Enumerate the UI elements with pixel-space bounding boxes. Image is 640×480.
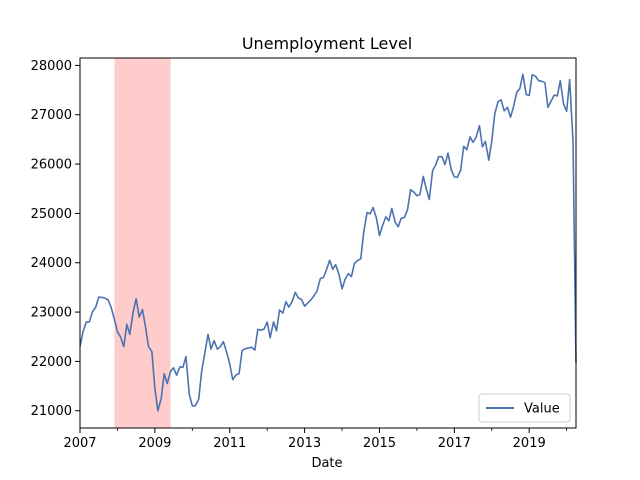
chart-title: Unemployment Level xyxy=(242,34,412,53)
y-tick-label-26000: 26000 xyxy=(31,158,72,173)
x-tick-label-2007: 2007 xyxy=(63,436,96,451)
x-axis: 2007 2009 2011 2013 2015 2017 2019 xyxy=(63,428,568,451)
x-tick-label-2013: 2013 xyxy=(288,436,321,451)
y-tick-label-22000: 22000 xyxy=(31,355,72,370)
y-tick-label-21000: 21000 xyxy=(31,404,72,419)
legend: Value xyxy=(478,393,571,423)
recession-shading-0 xyxy=(114,58,171,428)
y-tick-label-23000: 23000 xyxy=(31,306,72,321)
plot-frame xyxy=(79,57,577,429)
y-tick-label-25000: 25000 xyxy=(31,207,72,222)
y-tick-label-27000: 27000 xyxy=(31,108,72,123)
y-tick-label-24000: 24000 xyxy=(31,256,72,271)
legend-entry-value: Value xyxy=(524,402,560,417)
series-line-value xyxy=(79,73,577,412)
y-tick-label-28000: 28000 xyxy=(31,59,72,74)
x-tick-label-2011: 2011 xyxy=(213,436,246,451)
x-tick-label-2019: 2019 xyxy=(513,436,546,451)
x-tick-label-2017: 2017 xyxy=(438,436,471,451)
legend-box xyxy=(478,393,571,423)
x-tick-label-2009: 2009 xyxy=(138,436,171,451)
x-axis-label: Date xyxy=(311,456,342,471)
y-axis: 21000 22000 23000 24000 25000 26000 27000 28000 xyxy=(31,59,80,419)
recession-shading-layer xyxy=(114,58,171,428)
x-tick-label-2015: 2015 xyxy=(363,436,396,451)
series-line-layer xyxy=(79,73,577,412)
